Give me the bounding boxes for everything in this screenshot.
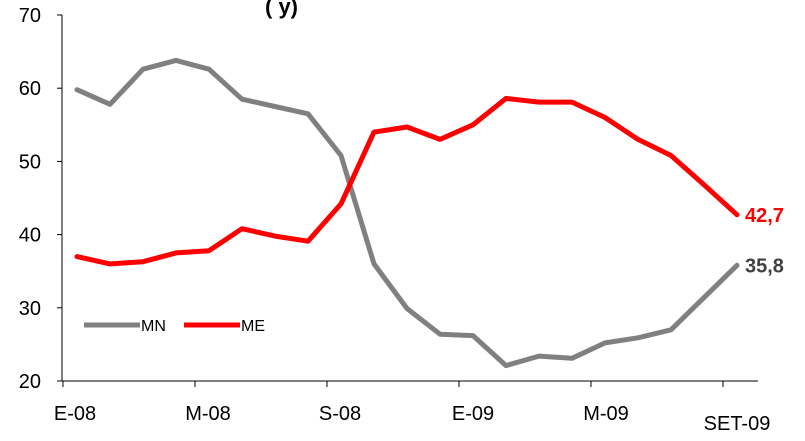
y-tick-label: 20	[19, 371, 41, 393]
legend-label-mn: MN	[141, 318, 166, 335]
end-label-mn: 35,8	[745, 255, 784, 277]
y-axis-ticks: 20 30 40 50 60 70	[19, 5, 62, 393]
series-line-mn	[74, 57, 740, 369]
x-axis-ticks: E-08 M-08 S-08 E-09 M-09 SET-09	[54, 381, 770, 435]
y-tick-label: 70	[19, 5, 41, 27]
y-tick-label: 30	[19, 298, 41, 320]
legend: MN ME	[84, 318, 265, 335]
axes	[61, 15, 758, 382]
x-tick-label: E-09	[452, 403, 494, 425]
end-label-me: 42,7	[745, 205, 784, 227]
series-line-me	[74, 95, 740, 267]
x-tick-label: M-09	[583, 403, 629, 425]
end-labels: 35,8 42,7	[745, 205, 784, 278]
series-lines	[74, 57, 740, 369]
y-tick-label: 60	[19, 78, 41, 100]
y-tick-label: 40	[19, 225, 41, 247]
x-tick-label: SET-09	[704, 413, 771, 435]
x-tick-label: E-08	[54, 403, 96, 425]
legend-label-me: ME	[241, 318, 265, 335]
x-tick-label: S-08	[319, 403, 361, 425]
y-tick-label: 50	[19, 151, 41, 173]
chart-title-fragment: ( y)	[265, 0, 298, 19]
x-tick-label: M-08	[185, 403, 231, 425]
